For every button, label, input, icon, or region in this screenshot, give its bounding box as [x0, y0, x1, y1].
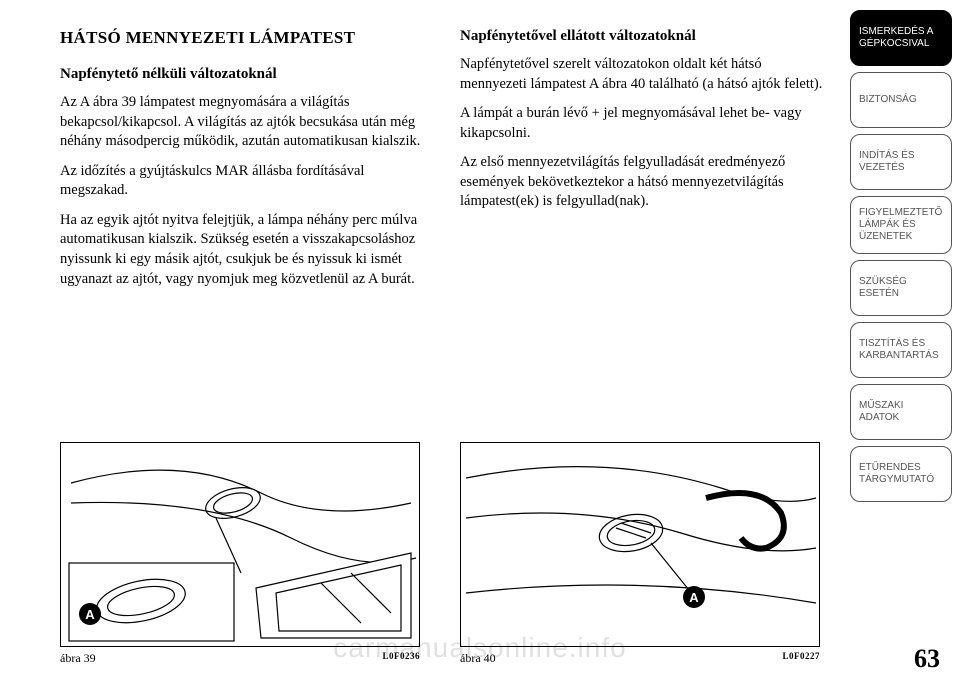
page-number: 63: [914, 644, 940, 674]
figure-39-label: ábra 39: [60, 651, 96, 666]
figure-39-drawing: [61, 443, 421, 648]
right-para-3: Az első mennyezetvilágítás felgyulladásá…: [460, 153, 830, 212]
figure-39: A: [60, 442, 420, 647]
marker-a-fig40: A: [683, 586, 705, 608]
left-para-2: Az időzítés a gyújtáskulcs MAR állásba f…: [60, 162, 430, 201]
tab-tisztitas[interactable]: TISZTÍTÁS ÉS KARBANTARTÁS: [850, 322, 952, 378]
tab-inditas[interactable]: INDÍTÁS ÉS VEZETÉS: [850, 134, 952, 190]
tab-eturendes[interactable]: ETŰRENDES TÁRGYMUTATÓ: [850, 446, 952, 502]
right-column: Napfénytetővel ellátott változatoknál Na…: [460, 28, 830, 666]
page-container: HÁTSÓ MENNYEZETI LÁMPATEST Napfénytető n…: [0, 0, 960, 686]
figure-40-drawing: [461, 443, 821, 648]
left-para-1: Az A ábra 39 lámpatest megnyomására a vi…: [60, 93, 430, 152]
sidebar-nav: ISMERKEDÉS A GÉPKOCSIVAL BIZTONSÁG INDÍT…: [850, 0, 960, 686]
figure-40-caption: ábra 40 L0F0227: [460, 651, 820, 666]
figure-40-label: ábra 40: [460, 651, 496, 666]
figure-40-code: L0F0227: [782, 651, 820, 666]
figure-39-code: L0F0236: [382, 651, 420, 666]
left-para-3: Ha az egyik ajtót nyitva felejtjük, a lá…: [60, 211, 430, 289]
left-sub-heading: Napfénytető nélküli változatoknál: [60, 66, 430, 83]
content-area: HÁTSÓ MENNYEZETI LÁMPATEST Napfénytető n…: [0, 0, 850, 686]
main-heading: HÁTSÓ MENNYEZETI LÁMPATEST: [60, 28, 430, 48]
marker-a-fig39: A: [79, 603, 101, 625]
right-sub-heading: Napfénytetővel ellátott változatoknál: [460, 28, 830, 45]
tab-szukseg[interactable]: SZÜKSÉG ESETÉN: [850, 260, 952, 316]
left-column: HÁTSÓ MENNYEZETI LÁMPATEST Napfénytető n…: [60, 28, 430, 666]
tab-muszaki[interactable]: MŰSZAKI ADATOK: [850, 384, 952, 440]
tab-ismerkedes[interactable]: ISMERKEDÉS A GÉPKOCSIVAL: [850, 10, 952, 66]
tab-biztonsag[interactable]: BIZTONSÁG: [850, 72, 952, 128]
figure-39-caption: ábra 39 L0F0236: [60, 651, 420, 666]
right-para-1: Napfénytetővel szerelt változatokon olda…: [460, 55, 830, 94]
figure-40: A: [460, 442, 820, 647]
right-para-2: A lámpát a burán lévő + jel megnyomásáva…: [460, 104, 830, 143]
tab-figyelmezteto[interactable]: FIGYELMEZTETŐ LÁMPÁK ÉS ÜZENETEK: [850, 196, 952, 254]
